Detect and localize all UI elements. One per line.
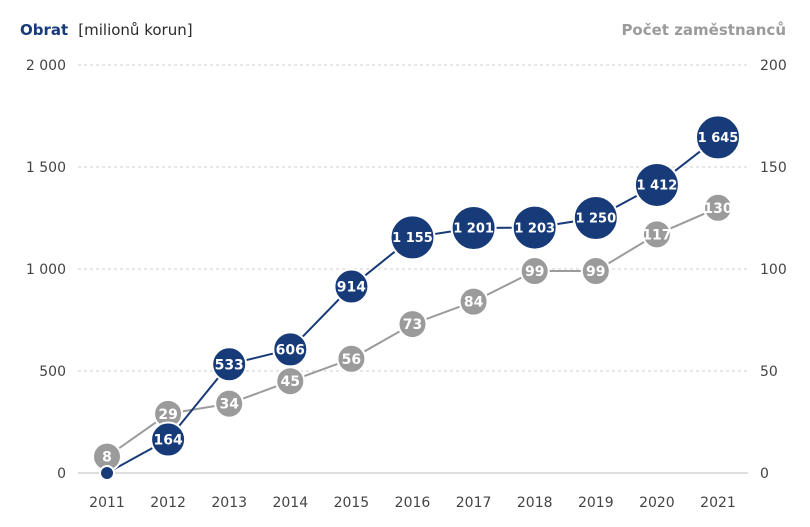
obrat-point [99,465,115,481]
zamestnanci-point: 99 [519,256,550,287]
zamestnanci-data-label: 8 [102,450,112,466]
zamestnanci-bubble [519,256,550,287]
obrat-point: 1 412 [633,161,680,208]
obrat-point: 164 [150,421,187,458]
zamestnanci-bubble [580,256,611,287]
x-axis-tick-label: 2013 [211,495,247,511]
obrat-bubble [211,346,248,383]
right-axis-tick-label: 0 [760,466,769,482]
obrat-bubble [389,214,436,261]
obrat-data-label: 1 645 [698,131,739,146]
obrat-point: 1 201 [450,204,497,251]
x-axis-tick-label: 2019 [578,495,614,511]
series-points: 8 29 34 45 56 73 84 99 99 117 130 164 533 606 914 1 155… [92,114,741,481]
obrat-bubble [633,161,680,208]
zamestnanci-bubble [397,309,428,340]
obrat-bubble [572,195,619,241]
obrat-data-label: 1 155 [392,231,433,246]
right-axis-tick-label: 200 [760,58,787,74]
zamestnanci-data-label: 99 [525,264,544,280]
zamestnanci-point: 34 [214,388,245,419]
obrat-point: 1 250 [572,195,619,241]
zamestnanci-data-label: 45 [281,374,300,390]
obrat-data-label: 164 [153,433,182,449]
obrat-bubble [450,204,497,251]
right-axis-tick-label: 150 [760,160,787,176]
zamestnanci-point: 29 [153,398,184,429]
zamestnanci-bubble [336,343,367,374]
zamestnanci-data-label: 34 [219,397,239,413]
obrat-bubble [99,465,115,481]
zamestnanci-point: 73 [397,309,428,340]
zamestnanci-point: 117 [641,219,672,250]
obrat-bubble [272,331,309,368]
zamestnanci-bubble [703,192,733,223]
obrat-point: 1 645 [695,114,741,161]
obrat-point: 914 [333,268,370,305]
zamestnanci-point: 99 [580,256,611,287]
obrat-bubble [150,421,187,458]
zamestnanci-bubble [641,219,672,250]
left-axis-tick-label: 0 [57,466,66,482]
left-axis-tick-label: 1 500 [26,160,66,176]
left-axis-title: Obrat [milionů korun] [20,20,193,39]
zamestnanci-bubble [214,388,245,419]
x-axis-tick-label: 2015 [334,495,370,511]
zamestnanci-data-label: 56 [342,352,361,368]
zamestnanci-data-label: 117 [642,227,671,243]
zamestnanci-bubble [458,286,489,317]
left-axis-tick-label: 2 000 [26,58,66,74]
x-axis-tick-label: 2012 [150,495,186,511]
zamestnanci-point: 84 [458,286,489,317]
axes: 0 500 1 000 1 500 2 000 0 50 100 150 200 2011 2012 2… [26,58,787,511]
left-axis-tick-label: 500 [39,364,66,380]
series-lines [106,136,719,474]
obrat-point: 1 203 [511,204,558,251]
zamestnanci-data-label: 73 [403,317,422,333]
left-axis-title-main: Obrat [20,21,68,39]
series-line-obrat [106,136,719,474]
zamestnanci-data-label: 84 [464,295,484,311]
obrat-point: 1 155 [389,214,436,261]
gridlines [78,64,748,372]
obrat-data-label: 1 203 [514,221,555,236]
obrat-data-label: 1 201 [453,222,494,237]
zamestnanci-point: 45 [275,366,306,397]
right-axis-tick-label: 50 [760,364,778,380]
x-axis-tick-label: 2017 [456,495,492,511]
obrat-data-label: 533 [215,357,244,373]
zamestnanci-data-label: 99 [586,264,605,280]
obrat-point: 606 [272,331,309,368]
x-axis-tick-label: 2016 [395,495,431,511]
obrat-bubble [511,204,558,251]
obrat-data-label: 914 [337,280,366,296]
obrat-data-label: 1 250 [575,212,616,227]
x-axis-tick-label: 2020 [639,495,675,511]
obrat-bubble [333,268,370,305]
obrat-bubble [695,114,741,161]
left-axis-tick-label: 1 000 [26,262,66,278]
x-axis-tick-label: 2018 [517,495,553,511]
zamestnanci-data-label: 130 [703,201,732,217]
zamestnanci-point: 130 [703,192,733,223]
right-axis-title: Počet zaměstnanců [621,21,786,39]
x-axis-tick-label: 2014 [272,495,308,511]
chart-header: Obrat [milionů korun] Počet zaměstnanců [20,20,786,39]
zamestnanci-data-label: 29 [158,407,177,423]
obrat-point: 533 [211,346,248,383]
x-axis-tick-label: 2021 [700,495,736,511]
left-axis-title-unit: [milionů korun] [78,21,192,39]
right-axis-tick-label: 100 [760,262,787,278]
zamestnanci-point: 56 [336,343,367,374]
obrat-data-label: 606 [276,342,305,358]
x-axis-tick-label: 2011 [89,495,125,511]
obrat-data-label: 1 412 [637,179,678,194]
